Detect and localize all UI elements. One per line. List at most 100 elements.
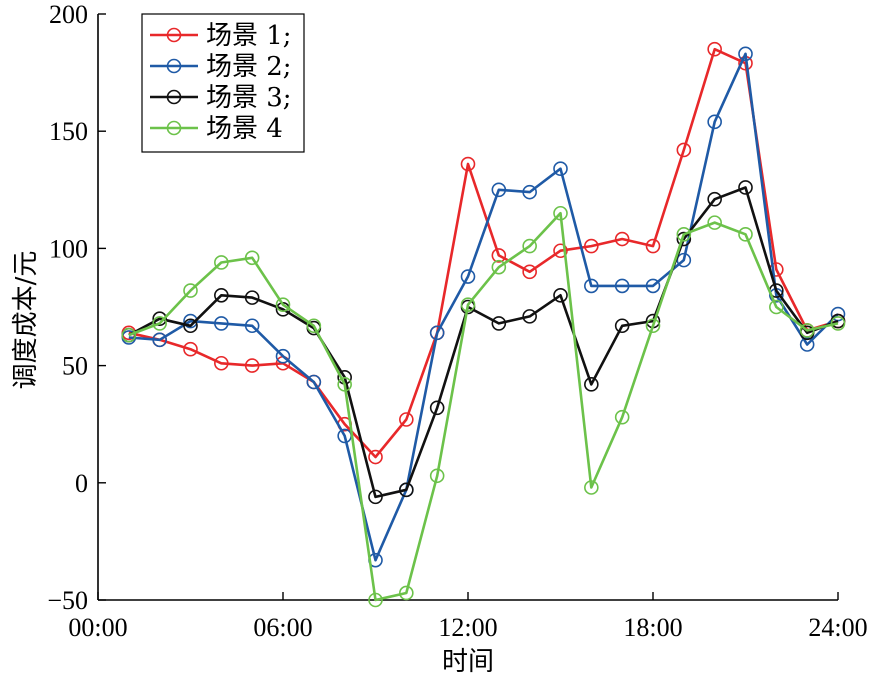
x-tick-label: 18:00 (623, 613, 682, 642)
data-point (553, 287, 568, 303)
data-point (460, 156, 476, 172)
x-tick-label: 24:00 (808, 613, 867, 642)
data-point (645, 278, 661, 294)
data-point (214, 287, 229, 303)
data-point (429, 325, 445, 341)
data-point (275, 297, 291, 312)
data-point (707, 191, 722, 207)
x-tick-label: 00:00 (68, 613, 127, 642)
data-point (707, 41, 722, 57)
legend-item: 场景 3; (150, 83, 292, 113)
data-point (275, 348, 291, 364)
legend-label: 场景 2; (206, 52, 292, 82)
data-point (214, 355, 229, 371)
legend-label: 场景 1; (206, 21, 292, 51)
data-point (553, 205, 568, 221)
y-axis-label: 调度成本/元 (11, 251, 41, 390)
data-point (460, 269, 476, 284)
data-point (676, 231, 692, 247)
data-point (183, 341, 198, 357)
tick-marks (97, 13, 839, 601)
legend-item: 场景 2; (150, 52, 292, 82)
data-point (522, 264, 537, 280)
data-point (368, 592, 383, 608)
data-point (553, 243, 568, 259)
y-tick-label: 0 (75, 469, 88, 498)
data-point (214, 255, 229, 270)
data-point (676, 227, 692, 242)
legend-item: 场景 1; (150, 21, 292, 51)
data-point (152, 332, 167, 348)
y-tick-label: −50 (47, 586, 88, 615)
series-line (128, 211, 839, 602)
data-point (152, 316, 167, 331)
data-point (491, 316, 507, 331)
legend-marker (166, 120, 182, 136)
data-point (244, 318, 260, 334)
data-point (121, 327, 137, 343)
data-point (614, 231, 630, 247)
data-point (522, 238, 537, 254)
data-point (429, 468, 445, 484)
series-4 (121, 205, 846, 608)
legend-marker (166, 89, 182, 105)
data-point (584, 238, 599, 254)
y-tick-label: 50 (62, 352, 88, 381)
series-line (128, 52, 839, 562)
data-point (830, 306, 846, 322)
data-point (707, 114, 722, 130)
data-point (368, 449, 383, 465)
data-point (645, 238, 661, 254)
data-point (306, 374, 322, 390)
tick-labels: −50 0 50 100 150 200 00:00 06:00 12:00 18:00 24:00 (47, 0, 867, 642)
legend-label: 场景 4 (206, 114, 283, 144)
data-point (614, 318, 630, 334)
data-point (399, 585, 414, 601)
data-point (738, 227, 753, 242)
data-point (769, 299, 784, 315)
data-point (429, 400, 445, 416)
data-point (522, 309, 537, 324)
data-point (553, 161, 568, 177)
series-layer (121, 41, 846, 608)
legend-marker (166, 58, 182, 74)
data-point (830, 316, 846, 331)
y-tick-label: 200 (49, 0, 88, 29)
data-point (707, 215, 722, 230)
legend-label: 场景 3; (206, 83, 292, 113)
data-point (584, 480, 599, 495)
series-2 (121, 46, 846, 568)
data-point (491, 248, 507, 263)
data-point (244, 250, 260, 266)
data-point (368, 489, 383, 505)
data-point (244, 358, 260, 373)
data-point (676, 142, 692, 158)
data-point (152, 311, 167, 327)
y-tick-label: 100 (49, 234, 88, 263)
data-point (306, 318, 322, 334)
data-point (645, 318, 661, 334)
legend-item: 场景 4 (150, 114, 283, 144)
data-point (337, 377, 352, 392)
data-point (738, 46, 753, 62)
data-point (614, 278, 630, 294)
data-point (522, 184, 537, 200)
data-point (738, 180, 753, 195)
data-point (799, 323, 815, 338)
data-point (676, 252, 692, 268)
data-point (399, 482, 414, 498)
legend: 场景 1;场景 2;场景 3;场景 4 (141, 13, 305, 153)
legend-marker (166, 27, 182, 43)
data-point (214, 316, 229, 331)
data-point (399, 412, 414, 427)
series-line (128, 186, 839, 499)
data-point (491, 259, 507, 275)
y-tick-label: 150 (49, 117, 88, 146)
data-point (183, 283, 198, 298)
data-point (584, 377, 599, 392)
data-point (460, 297, 476, 312)
series-line (128, 47, 839, 459)
x-tick-label: 12:00 (438, 613, 497, 642)
data-point (799, 337, 815, 352)
